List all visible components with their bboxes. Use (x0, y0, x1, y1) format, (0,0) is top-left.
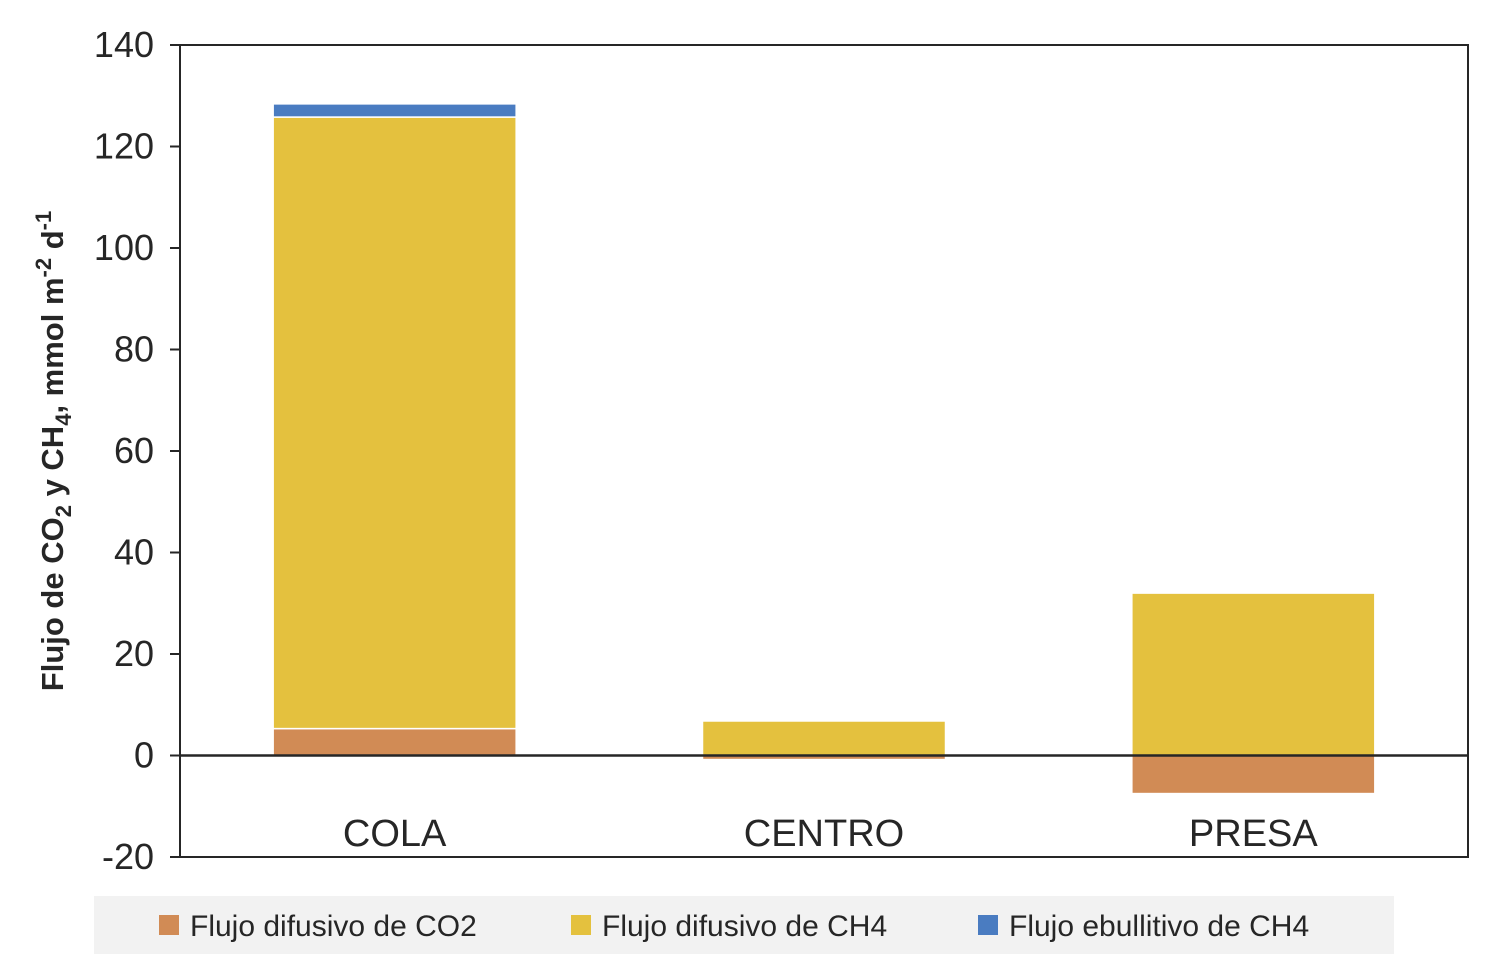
category-label: CENTRO (744, 813, 904, 855)
bar-cola-series-0 (272, 727, 517, 757)
bar-presa-series-1 (1131, 592, 1376, 757)
y-tick-label: 20 (114, 633, 154, 674)
category-label: PRESA (1189, 813, 1318, 855)
legend-swatch (571, 915, 591, 935)
y-axis-ticks: -20 0 20 40 60 80 100 120 140 (94, 24, 180, 877)
bar-cola-series-1 (272, 116, 517, 730)
legend-label: Flujo difusivo de CH4 (602, 910, 887, 943)
legend-swatch (159, 915, 179, 935)
y-axis-label-sup-3: -2 (31, 258, 56, 278)
y-axis-label-part-2: y CH (35, 426, 70, 505)
category-label: COLA (343, 813, 447, 855)
y-axis-label-sup-4: -1 (31, 211, 56, 231)
y-tick-label: 40 (114, 532, 154, 573)
y-axis-label-sub-1: 2 (51, 505, 76, 517)
y-tick-label: 100 (94, 227, 154, 268)
y-tick-label: 60 (114, 430, 154, 471)
y-tick-label: -20 (102, 836, 154, 877)
legend: Flujo difusivo de CO2 Flujo difusivo de C… (94, 896, 1394, 954)
y-axis-label-part-3: , mmol m (35, 277, 70, 413)
y-axis-label-part-4: d (35, 230, 70, 258)
bars-group (272, 103, 1376, 795)
y-tick-label: 80 (114, 329, 154, 370)
bar-presa-series-0 (1131, 754, 1376, 795)
legend-swatch (978, 915, 998, 935)
y-axis-label-sub-2: 4 (51, 413, 76, 426)
x-axis-categories: COLA CENTRO PRESA (343, 813, 1318, 855)
y-tick-label: 0 (134, 735, 154, 776)
y-axis-label: Flujo de CO2 y CH4, mmol m-2 d-1 (31, 211, 76, 691)
bar-centro-series-1 (701, 720, 947, 757)
legend-label: Flujo ebullitivo de CH4 (1009, 910, 1309, 943)
y-tick-label: 120 (94, 126, 154, 167)
y-axis-label-part-1: Flujo de CO (35, 517, 70, 691)
bar-cola-series-2 (272, 103, 517, 118)
legend-label: Flujo difusivo de CO2 (190, 910, 477, 943)
y-tick-label: 140 (94, 24, 154, 65)
legend-background (94, 896, 1394, 954)
